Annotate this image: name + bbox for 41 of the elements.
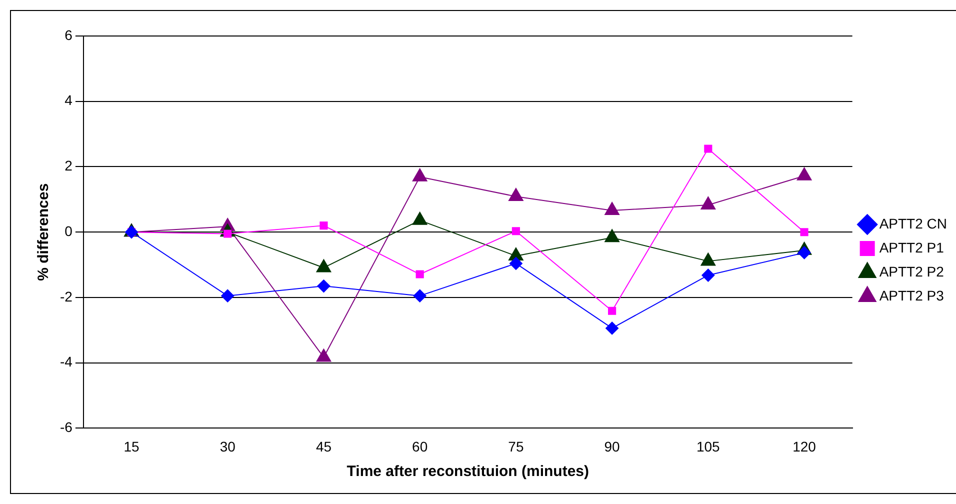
point	[700, 196, 716, 210]
legend-label: APTT2 CN	[879, 215, 948, 232]
point	[509, 256, 522, 270]
legend-label: APTT2 P1	[879, 239, 944, 256]
y-tick-label: 0	[64, 222, 73, 239]
y-tick-label: 6	[64, 26, 73, 43]
x-tick-label: 120	[792, 438, 816, 454]
point	[606, 322, 619, 335]
x-tick-label: 105	[696, 438, 720, 454]
y-tick-label: -6	[60, 419, 73, 436]
y-tick-label: 4	[64, 92, 73, 108]
y-axis-title: % differences	[35, 183, 52, 281]
x-tick-label: 60	[412, 438, 428, 454]
point	[604, 229, 620, 242]
point	[608, 306, 616, 315]
legend-label: APTT2 P3	[879, 287, 944, 304]
point	[317, 280, 330, 293]
x-tick-label: 15	[124, 438, 140, 454]
x-tick-label: 90	[604, 438, 620, 454]
point	[796, 167, 812, 180]
point	[702, 268, 715, 282]
x-tick-label: 75	[508, 438, 524, 454]
point	[412, 168, 428, 182]
y-tick-label: -2	[60, 288, 73, 304]
y-tick-label: -4	[60, 354, 73, 370]
point	[700, 252, 716, 266]
point	[416, 270, 424, 278]
point	[221, 289, 234, 302]
legend-label: APTT2 P2	[879, 263, 944, 280]
point	[800, 228, 808, 236]
x-tick-label: 45	[316, 438, 332, 454]
point	[413, 289, 426, 302]
point	[604, 202, 620, 216]
point	[508, 188, 524, 201]
point	[316, 259, 332, 272]
point	[512, 227, 520, 236]
y-tick-label: 2	[64, 158, 73, 174]
point	[798, 246, 811, 260]
point	[412, 212, 428, 225]
x-tick-label: 30	[220, 438, 236, 454]
x-axis-title: Time after reconstituion (minutes)	[346, 463, 590, 480]
